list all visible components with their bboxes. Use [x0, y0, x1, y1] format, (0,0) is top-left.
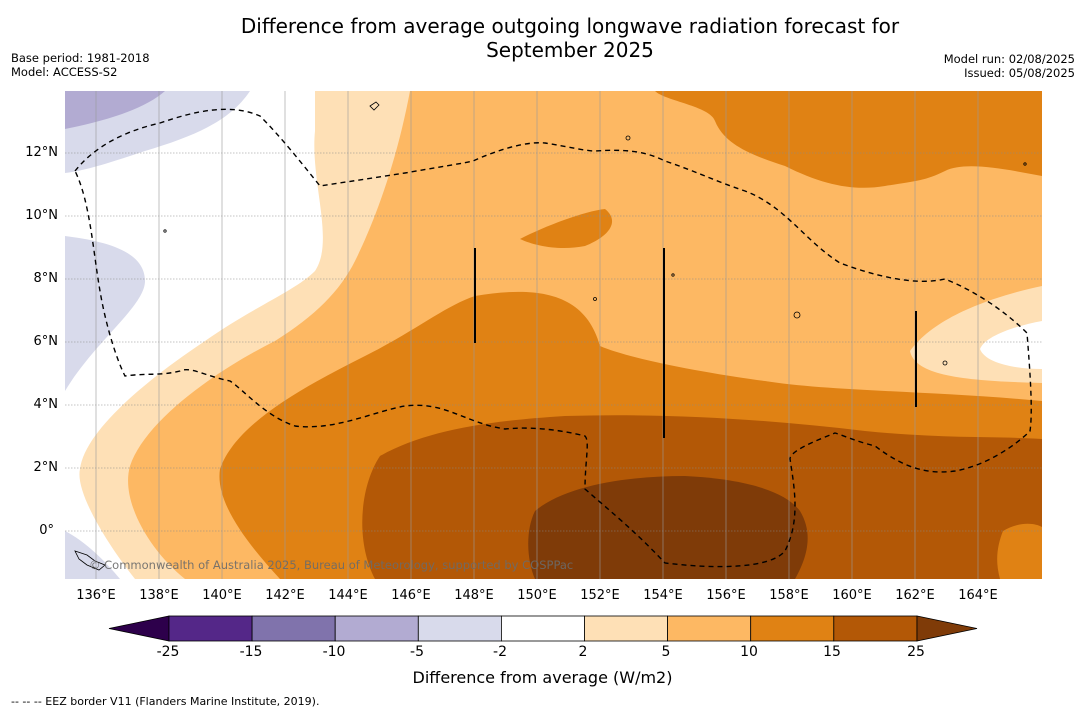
colorbar-over-arrow — [916, 615, 978, 642]
colorbar-label: Difference from average (W/m2) — [412, 668, 673, 687]
colorbar-segment — [251, 615, 336, 642]
lat-label-12n: 12°N — [25, 145, 58, 160]
lat-label-8n: 8°N — [33, 271, 59, 286]
copyright-notice: © Commonwealth of Australia 2025, Bureau… — [89, 558, 574, 572]
lon-label-158e: 158°E — [769, 588, 809, 603]
model-run: Model run: 02/08/2025 — [943, 52, 1075, 66]
field-pos-10-top — [655, 91, 1042, 188]
meta-right: Model run: 02/08/2025 Issued: 05/08/2025 — [944, 52, 1075, 80]
meta-left: Base period: 1981-2018 Model: ACCESS-S2 — [11, 51, 150, 79]
colorbar-segment — [168, 615, 253, 642]
lon-label-152e: 152°E — [580, 588, 620, 603]
base-period: Base period: 1981-2018 — [11, 51, 150, 65]
lon-label-138e: 138°E — [139, 588, 179, 603]
colorbar-segment — [584, 615, 668, 642]
lon-label-150e: 150°E — [517, 588, 557, 603]
lon-label-142e: 142°E — [265, 588, 305, 603]
anomaly-map — [65, 91, 1042, 579]
colorbar-tick-neg5: -5 — [410, 644, 424, 660]
colorbar-segment — [500, 615, 585, 642]
eez-legend-note: -- -- -- EEZ border V11 (Flanders Marine… — [11, 695, 320, 708]
colorbar-segments — [168, 615, 918, 642]
eez-border — [74, 108, 1032, 568]
lon-label-136e: 136°E — [76, 588, 116, 603]
lon-label-140e: 140°E — [202, 588, 242, 603]
lon-label-148e: 148°E — [454, 588, 494, 603]
lon-label-146e: 146°E — [391, 588, 431, 603]
colorbar-under-arrow — [108, 615, 170, 642]
lat-label-10n: 10°N — [25, 208, 58, 223]
lon-label-164e: 164°E — [958, 588, 998, 603]
lon-label-144e: 144°E — [328, 588, 368, 603]
colorbar-tick-5: 5 — [661, 644, 671, 660]
islands — [74, 101, 1027, 571]
colorbar-tick-neg15: -15 — [239, 644, 263, 660]
colorbar-segment — [334, 615, 419, 642]
colorbar-segment — [667, 615, 752, 642]
lon-label-154e: 154°E — [643, 588, 683, 603]
field-neg-5-bottom — [65, 531, 120, 579]
colorbar — [108, 615, 978, 642]
colorbar-tick-10: 10 — [740, 644, 758, 660]
colorbar-segment — [750, 615, 835, 642]
colorbar-tick-15: 15 — [823, 644, 841, 660]
latitude-gridlines — [65, 152, 1042, 532]
lat-label-4n: 4°N — [33, 397, 59, 412]
map-title: Difference from average outgoing longwav… — [0, 14, 1085, 62]
title-line-2: September 2025 — [486, 38, 654, 62]
colorbar-tick-neg10: -10 — [322, 644, 346, 660]
field-neg-10-top — [65, 91, 165, 129]
colorbar-tick-neg25: -25 — [156, 644, 180, 660]
colorbar-segment — [833, 615, 918, 642]
lon-label-156e: 156°E — [706, 588, 746, 603]
lon-label-162e: 162°E — [895, 588, 935, 603]
title-line-1: Difference from average outgoing longwav… — [240, 14, 900, 38]
longitude-gridlines — [95, 91, 979, 579]
lat-label-6n: 6°N — [33, 334, 59, 349]
field-pos-10-br — [997, 523, 1042, 579]
contour-fields — [65, 91, 1042, 579]
field-pos-10-patch — [520, 209, 613, 249]
colorbar-tick-neg2: -2 — [493, 644, 507, 660]
colorbar-segment — [417, 615, 502, 642]
colorbar-tick-2: 2 — [578, 644, 588, 660]
lat-label-0: 0° — [39, 523, 54, 538]
lat-label-2n: 2°N — [33, 460, 59, 475]
colorbar-tick-25: 25 — [907, 644, 925, 660]
lon-label-160e: 160°E — [832, 588, 872, 603]
issued-date: Issued: 05/08/2025 — [964, 66, 1075, 80]
model-name: Model: ACCESS-S2 — [11, 65, 118, 79]
field-pos-25 — [528, 476, 808, 579]
